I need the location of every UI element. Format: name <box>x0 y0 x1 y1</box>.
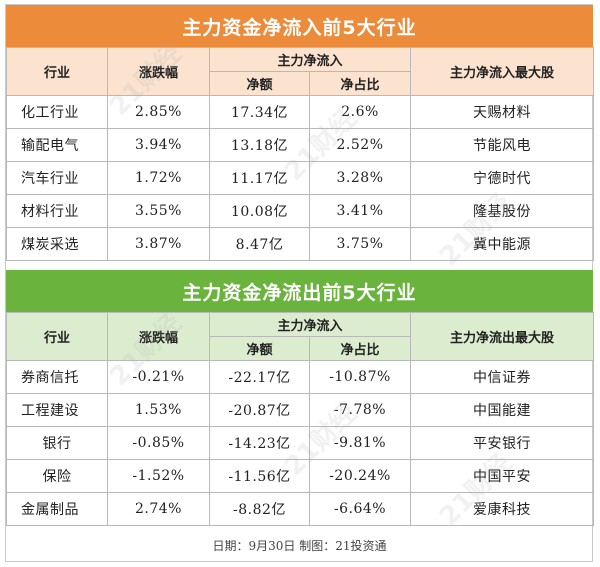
table-row: 券商信托 -0.21% -22.17亿 -10.87% 中信证券 <box>6 360 595 394</box>
cell-change: 2.85% <box>107 95 210 129</box>
cell-industry: 汽车行业 <box>6 161 108 195</box>
header-change: 涨跌幅 <box>107 47 210 96</box>
cell-net-amount: -14.23亿 <box>209 426 310 460</box>
table-row: 材料行业 3.55% 10.08亿 3.41% 隆基股份 <box>6 194 595 228</box>
header-net-group: 主力净流入 <box>208 312 412 337</box>
header-industry: 行业 <box>6 312 108 361</box>
cell-top-stock: 宁德时代 <box>410 161 595 195</box>
cell-industry: 券商信托 <box>6 360 108 394</box>
table-row: 输配电气 3.94% 13.18亿 2.52% 节能风电 <box>6 128 595 162</box>
header-net-ratio: 净占比 <box>308 71 412 96</box>
cell-change: -0.21% <box>107 360 210 394</box>
cell-net-amount: 13.18亿 <box>209 128 310 162</box>
outflow-table: 行业 涨跌幅 主力净流入 主力净流出最大股 净额 净占比 券商信托 -0.21%… <box>6 312 595 526</box>
cell-net-ratio: 3.28% <box>308 161 412 195</box>
cell-net-amount: -20.87亿 <box>209 393 310 427</box>
header-top-stock: 主力净流出最大股 <box>410 312 595 361</box>
cell-change: -1.52% <box>107 459 210 493</box>
cell-change: -0.85% <box>107 426 210 460</box>
cell-change: 2.74% <box>107 492 210 526</box>
cell-change: 3.87% <box>107 227 210 261</box>
cell-change: 3.55% <box>107 194 210 228</box>
header-net-amount: 净额 <box>209 71 310 96</box>
header-net-ratio: 净占比 <box>308 336 412 361</box>
table-row: 煤炭采选 3.87% 8.47亿 3.75% 冀中能源 <box>6 227 595 261</box>
inflow-title: 主力资金净流入前5大行业 <box>6 5 593 47</box>
cell-net-amount: -22.17亿 <box>209 360 310 394</box>
cell-top-stock: 中国平安 <box>410 459 595 493</box>
table-row: 化工行业 2.85% 17.34亿 2.6% 天赐材料 <box>6 95 595 129</box>
cell-top-stock: 平安银行 <box>410 426 595 460</box>
cell-industry: 输配电气 <box>6 128 108 162</box>
header-top-stock: 主力净流入最大股 <box>410 47 595 96</box>
table-row: 银行 -0.85% -14.23亿 -9.81% 平安银行 <box>6 426 595 460</box>
inflow-table: 行业 涨跌幅 主力净流入 主力净流入最大股 净额 净占比 化工行业 2.85% … <box>6 47 595 261</box>
cell-net-ratio: 2.52% <box>308 128 412 162</box>
cell-net-ratio: 3.41% <box>308 194 412 228</box>
cell-industry: 金属制品 <box>6 492 108 526</box>
cell-net-amount: 8.47亿 <box>209 227 310 261</box>
header-change: 涨跌幅 <box>107 312 210 361</box>
cell-top-stock: 天赐材料 <box>410 95 595 129</box>
cell-industry: 化工行业 <box>6 95 108 129</box>
cell-net-amount: 10.08亿 <box>209 194 310 228</box>
cell-net-ratio: -20.24% <box>308 459 412 493</box>
table-row: 金属制品 2.74% -8.82亿 -6.64% 爱康科技 <box>6 492 595 526</box>
cell-top-stock: 爱康科技 <box>410 492 595 526</box>
cell-net-amount: 11.17亿 <box>209 161 310 195</box>
cell-change: 3.94% <box>107 128 210 162</box>
header-industry: 行业 <box>6 47 108 96</box>
cell-change: 1.72% <box>107 161 210 195</box>
cell-industry: 保险 <box>6 459 108 493</box>
cell-industry: 工程建设 <box>6 393 108 427</box>
cell-net-amount: -8.82亿 <box>209 492 310 526</box>
cell-net-ratio: -6.64% <box>308 492 412 526</box>
table-row: 工程建设 1.53% -20.87亿 -7.78% 中国能建 <box>6 393 595 427</box>
cell-industry: 材料行业 <box>6 194 108 228</box>
cell-top-stock: 节能风电 <box>410 128 595 162</box>
cell-top-stock: 冀中能源 <box>410 227 595 261</box>
cell-net-ratio: -7.78% <box>308 393 412 427</box>
cell-net-ratio: -9.81% <box>308 426 412 460</box>
cell-net-amount: -11.56亿 <box>209 459 310 493</box>
header-net-amount: 净额 <box>209 336 310 361</box>
table-row: 汽车行业 1.72% 11.17亿 3.28% 宁德时代 <box>6 161 595 195</box>
cell-change: 1.53% <box>107 393 210 427</box>
cell-top-stock: 隆基股份 <box>410 194 595 228</box>
footer-caption: 日期：9月30日 制图：21投资通 <box>212 538 387 553</box>
cell-industry: 银行 <box>6 426 108 460</box>
header-net-group: 主力净流入 <box>208 47 412 72</box>
cell-top-stock: 中信证券 <box>410 360 595 394</box>
cell-industry: 煤炭采选 <box>6 227 108 261</box>
cell-net-ratio: 3.75% <box>308 227 412 261</box>
cell-top-stock: 中国能建 <box>410 393 595 427</box>
cell-net-ratio: 2.6% <box>308 95 412 129</box>
cell-net-amount: 17.34亿 <box>209 95 310 129</box>
cell-net-ratio: -10.87% <box>308 360 412 394</box>
table-row: 保险 -1.52% -11.56亿 -20.24% 中国平安 <box>6 459 595 493</box>
outflow-title: 主力资金净流出前5大行业 <box>6 270 593 312</box>
